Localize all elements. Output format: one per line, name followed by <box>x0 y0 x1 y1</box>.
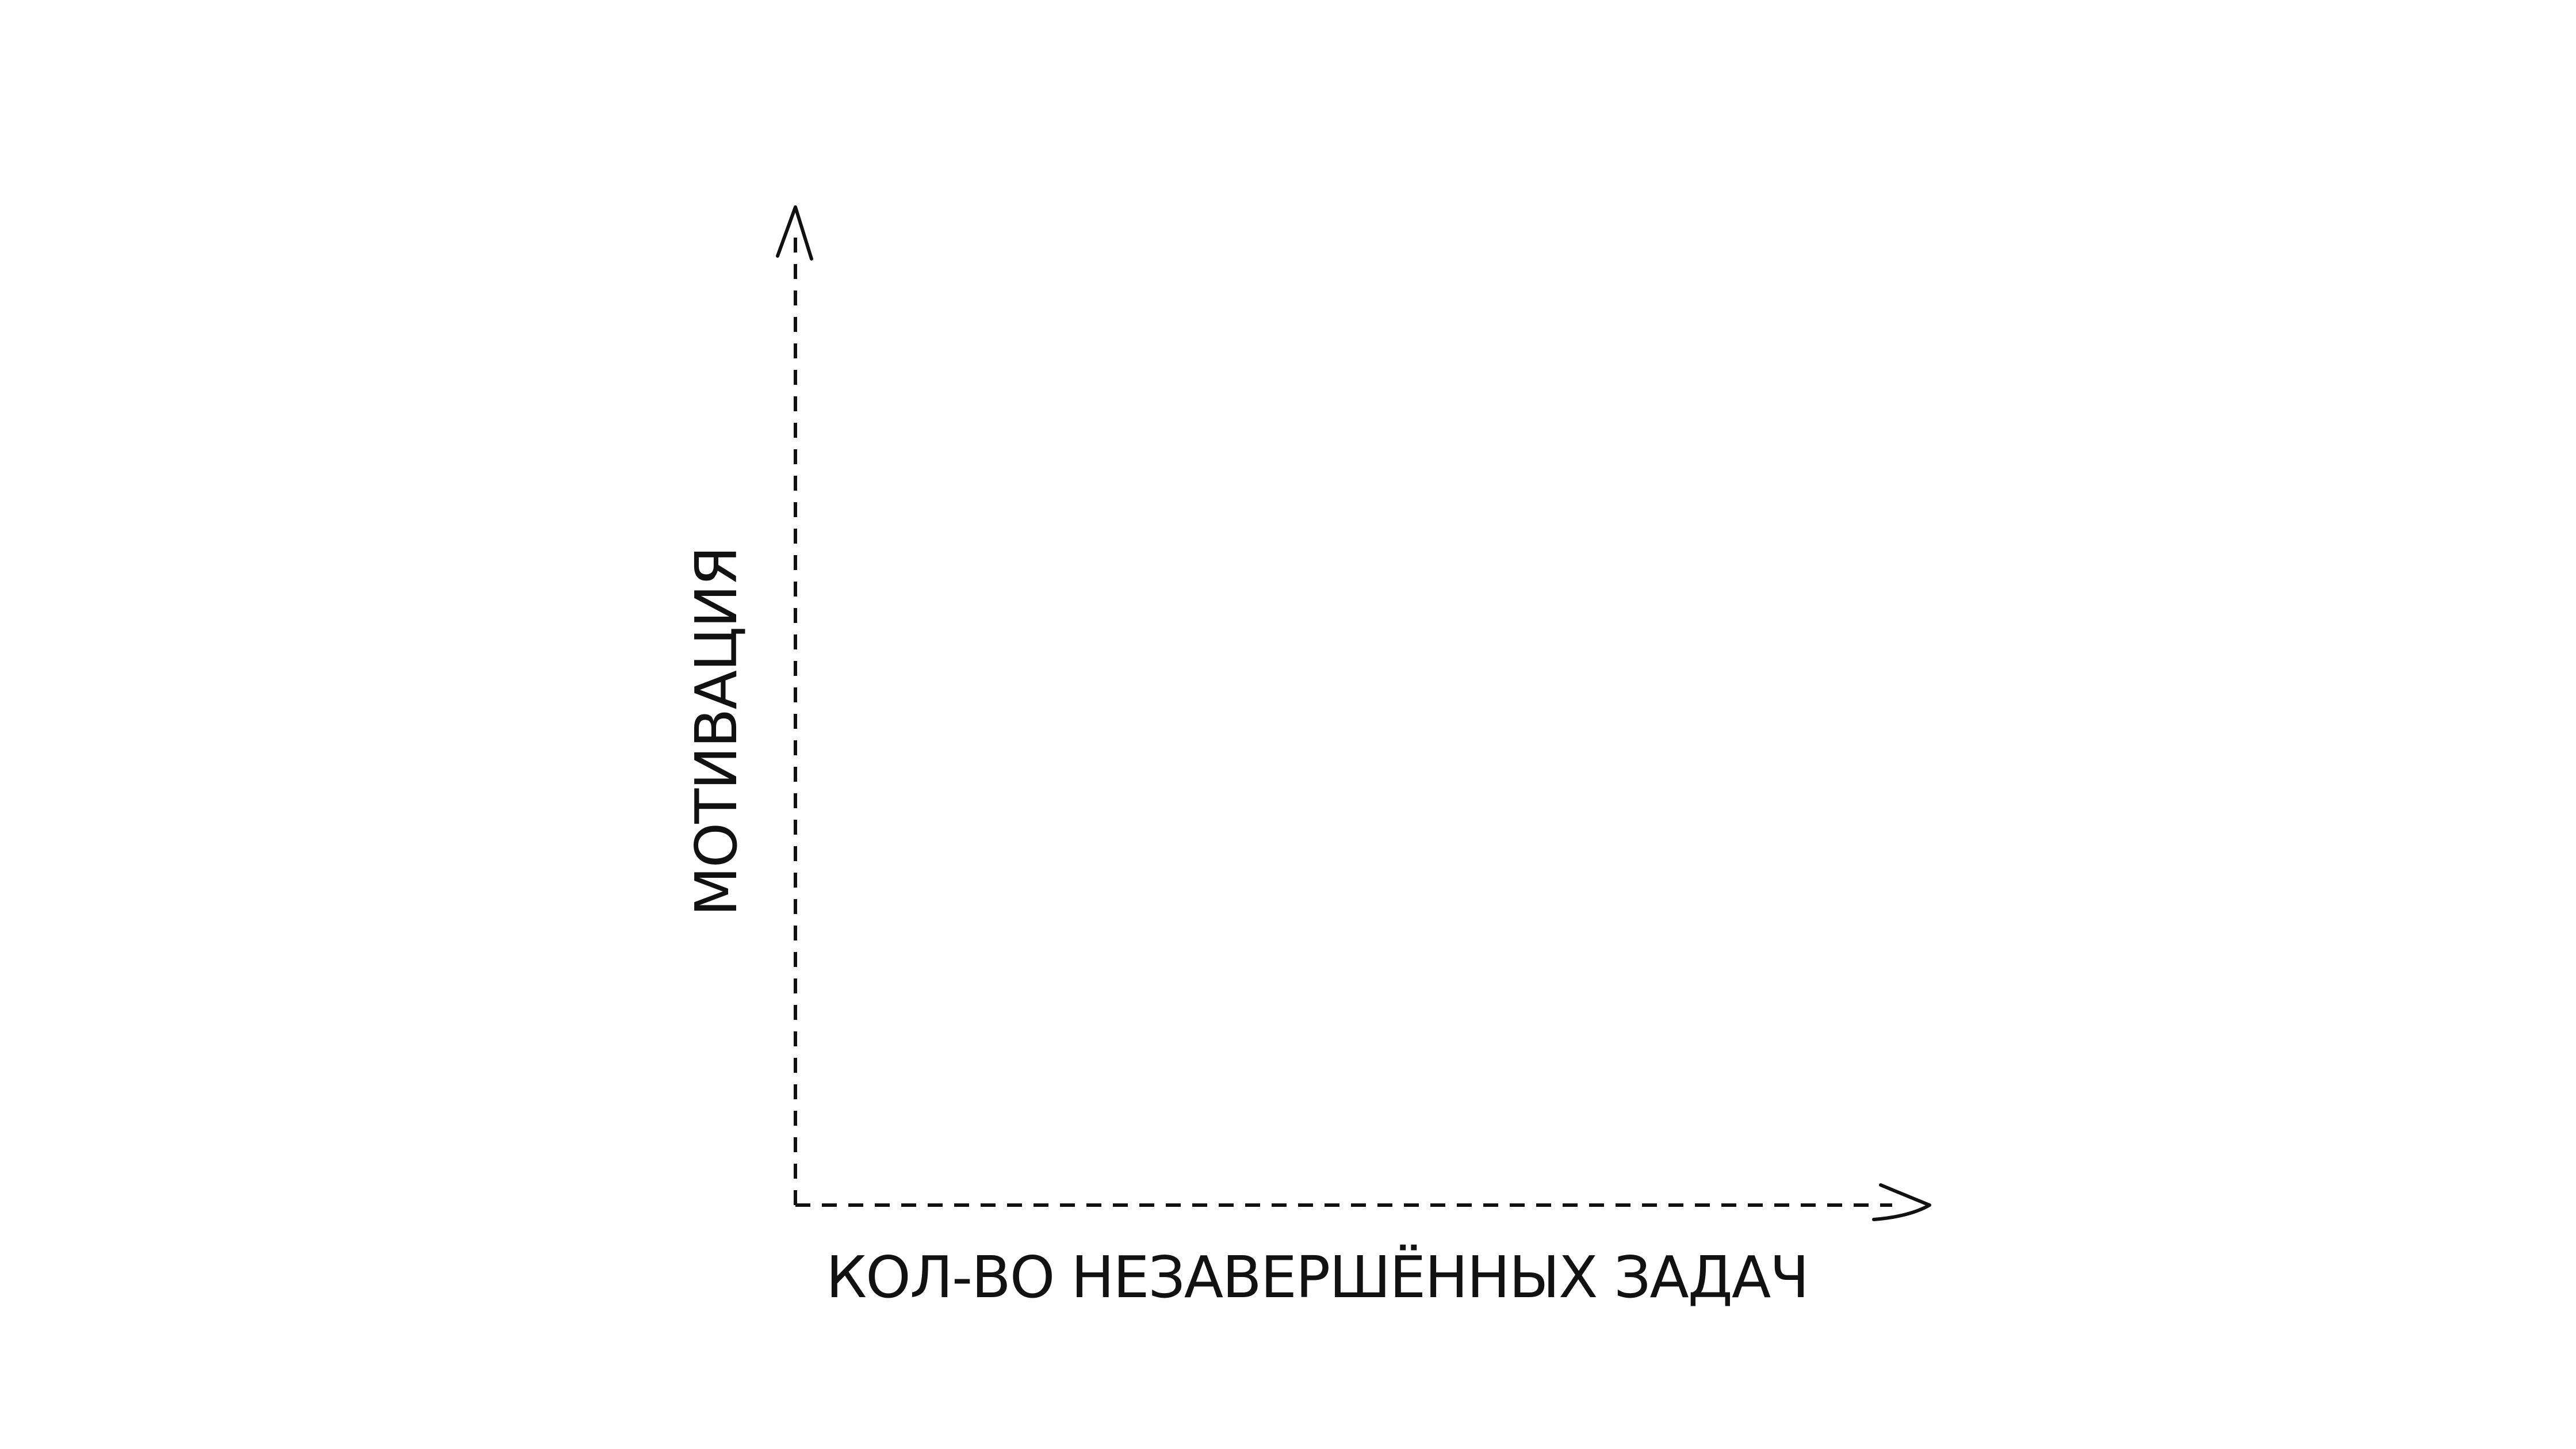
y-axis-arrowhead <box>776 205 813 261</box>
x-axis-arrowhead <box>1872 1183 1931 1221</box>
x-axis-label: КОЛ-ВО НЕЗАВЕРШЁННЫХ ЗАДАЧ <box>826 1244 1808 1311</box>
y-axis-label: МОТИВАЦИЯ <box>683 547 750 916</box>
